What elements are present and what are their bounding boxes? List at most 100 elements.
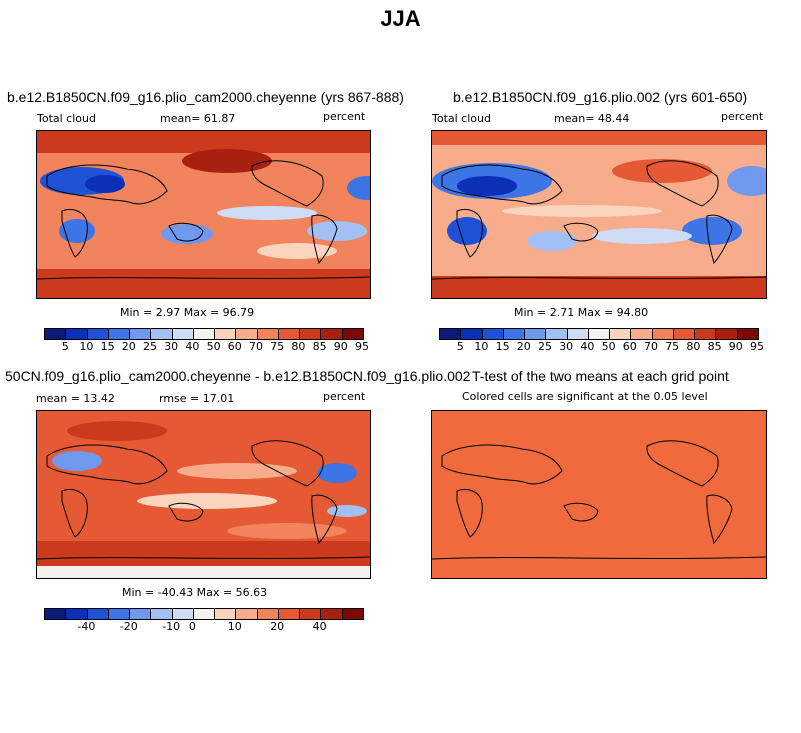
- colorbar-tick-label: 90: [728, 340, 743, 353]
- panel-4-subtitle: Colored cells are significant at the 0.0…: [462, 390, 708, 403]
- colorbar-tick-label: 40: [185, 340, 200, 353]
- panel-1-sahara-low: [347, 176, 370, 200]
- colorbar-tick-label: -20: [119, 620, 138, 633]
- panel-2-map: [431, 130, 767, 299]
- panel-2-colorbar: [439, 328, 759, 340]
- panel-2-arctic-band: [432, 131, 766, 145]
- colorbar-tick-label: 60: [622, 340, 637, 353]
- panel-3-mean-label: mean = 13.42: [36, 392, 115, 405]
- panel-3-north-band: [67, 421, 167, 441]
- colorbar-swatch: [45, 609, 67, 619]
- panel-3-tropical-band: [137, 493, 277, 509]
- colorbar-swatch: [193, 329, 216, 339]
- colorbar-swatch: [151, 329, 173, 339]
- colorbar-tick-label: 20: [516, 340, 531, 353]
- colorbar-tick-label: 40: [580, 340, 595, 353]
- figure-title: JJA: [380, 6, 421, 31]
- colorbar-swatch: [695, 329, 717, 339]
- panel-2-low-cloud-core: [457, 176, 517, 196]
- colorbar-tick-label: 50: [601, 340, 616, 353]
- colorbar-swatch: [108, 609, 131, 619]
- panel-2-africa-low: [447, 217, 487, 245]
- panel-2-itcz-band: [502, 205, 662, 217]
- colorbar-swatch: [321, 329, 343, 339]
- colorbar-swatch: [66, 609, 88, 619]
- colorbar-swatch: [236, 329, 258, 339]
- panel-1-map: [36, 130, 371, 299]
- panel-1-low-cloud-core: [85, 175, 125, 193]
- colorbar-swatch: [610, 329, 632, 339]
- panel-2-south-america-low: [682, 217, 742, 245]
- panel-2-variable-label: Total cloud: [432, 112, 491, 125]
- panel-4-map: [431, 410, 767, 579]
- colorbar-tick-label: 25: [143, 340, 157, 353]
- colorbar-swatch: [87, 329, 109, 339]
- panel-2-subtropic-band: [592, 228, 692, 244]
- colorbar-tick-label: 85: [707, 340, 722, 353]
- colorbar-tick-label: 90: [333, 340, 348, 353]
- panel-3-south-atlantic-negative: [327, 505, 367, 517]
- colorbar-swatch: [673, 329, 696, 339]
- panel-1-itcz-band: [217, 206, 317, 220]
- panel-1-units-label: percent: [323, 110, 366, 123]
- colorbar-tick-label: 70: [249, 340, 263, 353]
- panel-1-south-pacific-band: [257, 243, 337, 259]
- colorbar-swatch: [257, 609, 279, 619]
- panel-2-coastlines: [432, 160, 766, 280]
- panel-2-mean-label: mean= 48.44: [554, 112, 630, 125]
- colorbar-swatch: [321, 609, 343, 619]
- colorbar-swatch: [300, 609, 322, 619]
- panel-4-coastlines: [432, 440, 766, 560]
- colorbar-swatch: [546, 329, 568, 339]
- colorbar-tick-label: 70: [644, 340, 658, 353]
- colorbar-tick-label: 20: [270, 620, 285, 633]
- colorbar-tick-label: 30: [559, 340, 574, 353]
- panel-1-title: b.e12.B1850CN.f09_g16.plio_cam2000.cheye…: [7, 89, 404, 105]
- colorbar-tick-label: 85: [312, 340, 327, 353]
- panel-2-minmax: Min = 2.71 Max = 94.80: [514, 306, 649, 319]
- colorbar-swatch: [236, 609, 258, 619]
- colorbar-tick-label: 10: [227, 620, 242, 633]
- panel-2-southern-ocean-band: [432, 276, 766, 298]
- panel-3-title: 50CN.f09_g16.plio_cam2000.cheyenne - b.e…: [5, 368, 471, 384]
- colorbar-swatch: [45, 329, 67, 339]
- colorbar-tick-label: 15: [100, 340, 115, 353]
- colorbar-swatch: [440, 329, 462, 339]
- colorbar-swatch: [87, 609, 109, 619]
- colorbar-swatch: [567, 329, 589, 339]
- colorbar-tick-label: 20: [121, 340, 136, 353]
- colorbar-swatch: [278, 609, 301, 619]
- colorbar-tick-label: 15: [495, 340, 510, 353]
- colorbar-swatch: [278, 329, 301, 339]
- colorbar-swatch: [342, 609, 363, 619]
- colorbar-tick-label: 50: [206, 340, 221, 353]
- colorbar-swatch: [66, 329, 88, 339]
- colorbar-tick-label: 80: [291, 340, 306, 353]
- panel-3-map: [36, 410, 371, 579]
- colorbar-tick-label: 5: [61, 340, 69, 353]
- panel-3-units-label: percent: [323, 390, 366, 403]
- colorbar-swatch: [631, 329, 653, 339]
- colorbar-swatch: [503, 329, 526, 339]
- colorbar-swatch: [342, 329, 363, 339]
- colorbar-swatch: [525, 329, 547, 339]
- colorbar-tick-label: 5: [456, 340, 464, 353]
- colorbar-swatch: [737, 329, 758, 339]
- colorbar-tick-label: 10: [79, 340, 94, 353]
- panel-2-atlantic-low: [727, 166, 766, 196]
- panel-3-colorbar-ticks: -40 -20 -10 0 10 20 40: [44, 620, 362, 634]
- panel-1-mean-label: mean= 61.87: [160, 112, 236, 125]
- colorbar-swatch: [461, 329, 483, 339]
- panel-3-coastlines: [37, 440, 370, 560]
- colorbar-tick-label: 10: [474, 340, 489, 353]
- colorbar-tick-label: 60: [227, 340, 242, 353]
- colorbar-swatch: [716, 329, 738, 339]
- colorbar-swatch: [588, 329, 611, 339]
- colorbar-tick-label: 25: [538, 340, 552, 353]
- panel-2-title: b.e12.B1850CN.f09_g16.plio.002 (yrs 601-…: [453, 89, 748, 105]
- colorbar-swatch: [130, 329, 152, 339]
- panel-1-pacific-high: [182, 149, 272, 173]
- panel-4-title: T-test of the two means at each grid poi…: [472, 368, 729, 384]
- colorbar-swatch: [652, 329, 674, 339]
- colorbar-tick-label: 80: [686, 340, 701, 353]
